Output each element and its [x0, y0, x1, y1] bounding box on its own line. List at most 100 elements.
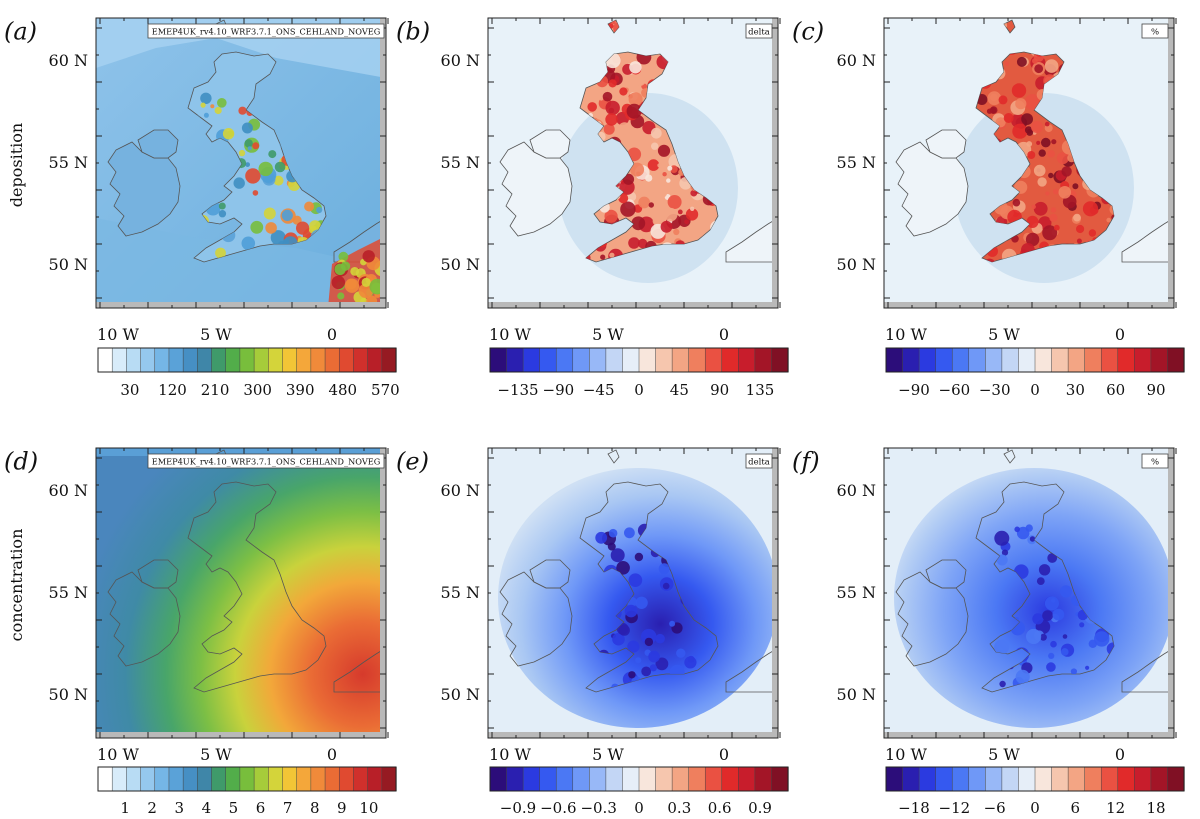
colorbar-swatch: [225, 766, 241, 792]
colorbar-swatch: [168, 766, 184, 792]
colorbar-swatch: [539, 766, 557, 792]
panel-letter: (a): [4, 18, 37, 46]
colorbar-tick-label: 45: [670, 381, 689, 399]
colorbar-swatch: [1001, 347, 1020, 373]
info-box: [1141, 453, 1169, 469]
colorbar-swatch: [572, 766, 590, 792]
lat-label: 60 N: [837, 51, 876, 70]
lon-label: 0: [719, 325, 729, 344]
colorbar-swatch: [622, 766, 640, 792]
colorbar-swatch: [506, 766, 524, 792]
panel-b: (b) delta 60 N 55 N 50 N 10 W 5 W 0 −135 −90 −45 0 4…: [396, 17, 789, 399]
colorbar-tick-label: 4: [202, 799, 212, 817]
map-field: [488, 18, 778, 308]
lon-label: 5 W: [988, 745, 1020, 764]
map-area: delta: [487, 447, 781, 739]
colorbar-swatch: [489, 766, 508, 792]
map-area: %: [883, 447, 1177, 739]
lat-label: 50 N: [837, 255, 876, 274]
field-channel: [96, 218, 386, 308]
colorbar-swatch: [197, 347, 213, 373]
map-area: EMEP4UK_rv4.10_WRF3.7.1_ONS_CEHLAND_NOVE…: [95, 17, 389, 309]
map-field: [884, 448, 1174, 738]
colorbar-tick-label: 0.6: [708, 799, 732, 817]
colorbar: −0.9 −0.6 −0.3 0 0.3 0.6 0.9: [489, 766, 789, 817]
colorbar: 1 2 3 4 5 6 7 8 9 10: [97, 766, 397, 817]
colorbar-frame: [97, 347, 397, 373]
colorbar-tick-label: 0: [1030, 381, 1040, 399]
info-box-text: delta: [748, 458, 770, 468]
colorbar-swatch: [1001, 766, 1020, 792]
colorbar-swatch: [211, 347, 227, 373]
colorbar-swatch: [572, 347, 590, 373]
colorbar-tick-label: −90: [898, 381, 930, 399]
colorbar-tick-label: −0.3: [580, 799, 616, 817]
colorbar-tick-label: 30: [120, 381, 139, 399]
colorbar-swatch: [126, 766, 142, 792]
lat-label: 55 N: [49, 153, 88, 172]
colorbar-swatch: [168, 347, 184, 373]
colorbar-swatch: [902, 766, 920, 792]
lat-label: 60 N: [49, 481, 88, 500]
panel-letter: (c): [792, 18, 824, 46]
colorbar-swatch: [381, 766, 397, 792]
lon-label: 0: [719, 745, 729, 764]
colorbar-swatch: [97, 347, 113, 373]
colorbar-swatch: [605, 347, 624, 373]
colorbar-tick-label: −12: [939, 799, 971, 817]
lat-label: 55 N: [441, 583, 480, 602]
colorbar-swatch: [671, 766, 690, 792]
colorbar-swatch: [688, 347, 706, 373]
colorbar-swatch: [704, 766, 723, 792]
map-area: %: [883, 17, 1177, 309]
axis-ticks: [488, 448, 781, 738]
colorbar-swatch: [282, 347, 298, 373]
colorbar-tick-label: 135: [746, 381, 775, 399]
colorbar-swatch: [655, 766, 673, 792]
colorbar-frame: [885, 347, 1185, 373]
colorbar-swatch: [324, 766, 340, 792]
colorbar-swatch: [1100, 347, 1119, 373]
colorbar-swatch: [902, 347, 920, 373]
colorbar-swatch: [338, 347, 355, 373]
colorbar-tick-label: 3: [174, 799, 184, 817]
map-field: [884, 18, 1174, 308]
row-label-deposition: deposition: [7, 123, 26, 207]
colorbar-tick-label: 0.9: [748, 799, 772, 817]
colorbar-tick-label: 30: [1066, 381, 1085, 399]
panel-letter: (f): [792, 448, 820, 476]
colorbar-tick-label: 210: [201, 381, 230, 399]
lon-label: 10 W: [489, 325, 531, 344]
colorbar-swatch: [638, 766, 657, 792]
colorbar-swatch: [622, 347, 640, 373]
colorbar-swatch: [1117, 766, 1135, 792]
colorbar-tick-label: 9: [337, 799, 347, 817]
colorbar-swatch: [1034, 766, 1053, 792]
lat-label: 50 N: [49, 685, 88, 704]
colorbar-tick-label: 1: [120, 799, 130, 817]
panel-letter: (e): [396, 448, 429, 476]
colorbar-tick-label: 0: [1030, 799, 1040, 817]
colorbar-swatch: [1034, 347, 1053, 373]
lon-label: 5 W: [592, 325, 624, 344]
colorbar-tick-label: −30: [979, 381, 1011, 399]
colorbar-swatch: [721, 347, 739, 373]
colorbar-swatch: [985, 347, 1003, 373]
field-top-band: [96, 448, 386, 456]
colorbar-swatch: [522, 766, 541, 792]
info-box-text: EMEP4UK_rv4.10_WRF3.7.1_ONS_CEHLAND_NOVE…: [152, 27, 381, 37]
colorbar-swatch: [338, 766, 355, 792]
colorbar-swatch: [688, 766, 706, 792]
colorbar-swatch: [655, 347, 673, 373]
colorbar-swatch: [935, 766, 953, 792]
colorbar-tick-label: 60: [1106, 381, 1125, 399]
colorbar-swatch: [738, 766, 756, 792]
colorbar-swatch: [1100, 766, 1119, 792]
colorbar-swatch: [885, 766, 904, 792]
map-background: [96, 448, 386, 738]
colorbar-swatch: [111, 766, 128, 792]
colorbar-swatch: [754, 347, 773, 373]
colorbar-frame: [97, 766, 397, 792]
colorbar-swatch: [589, 766, 607, 792]
colorbar-swatch: [126, 347, 142, 373]
